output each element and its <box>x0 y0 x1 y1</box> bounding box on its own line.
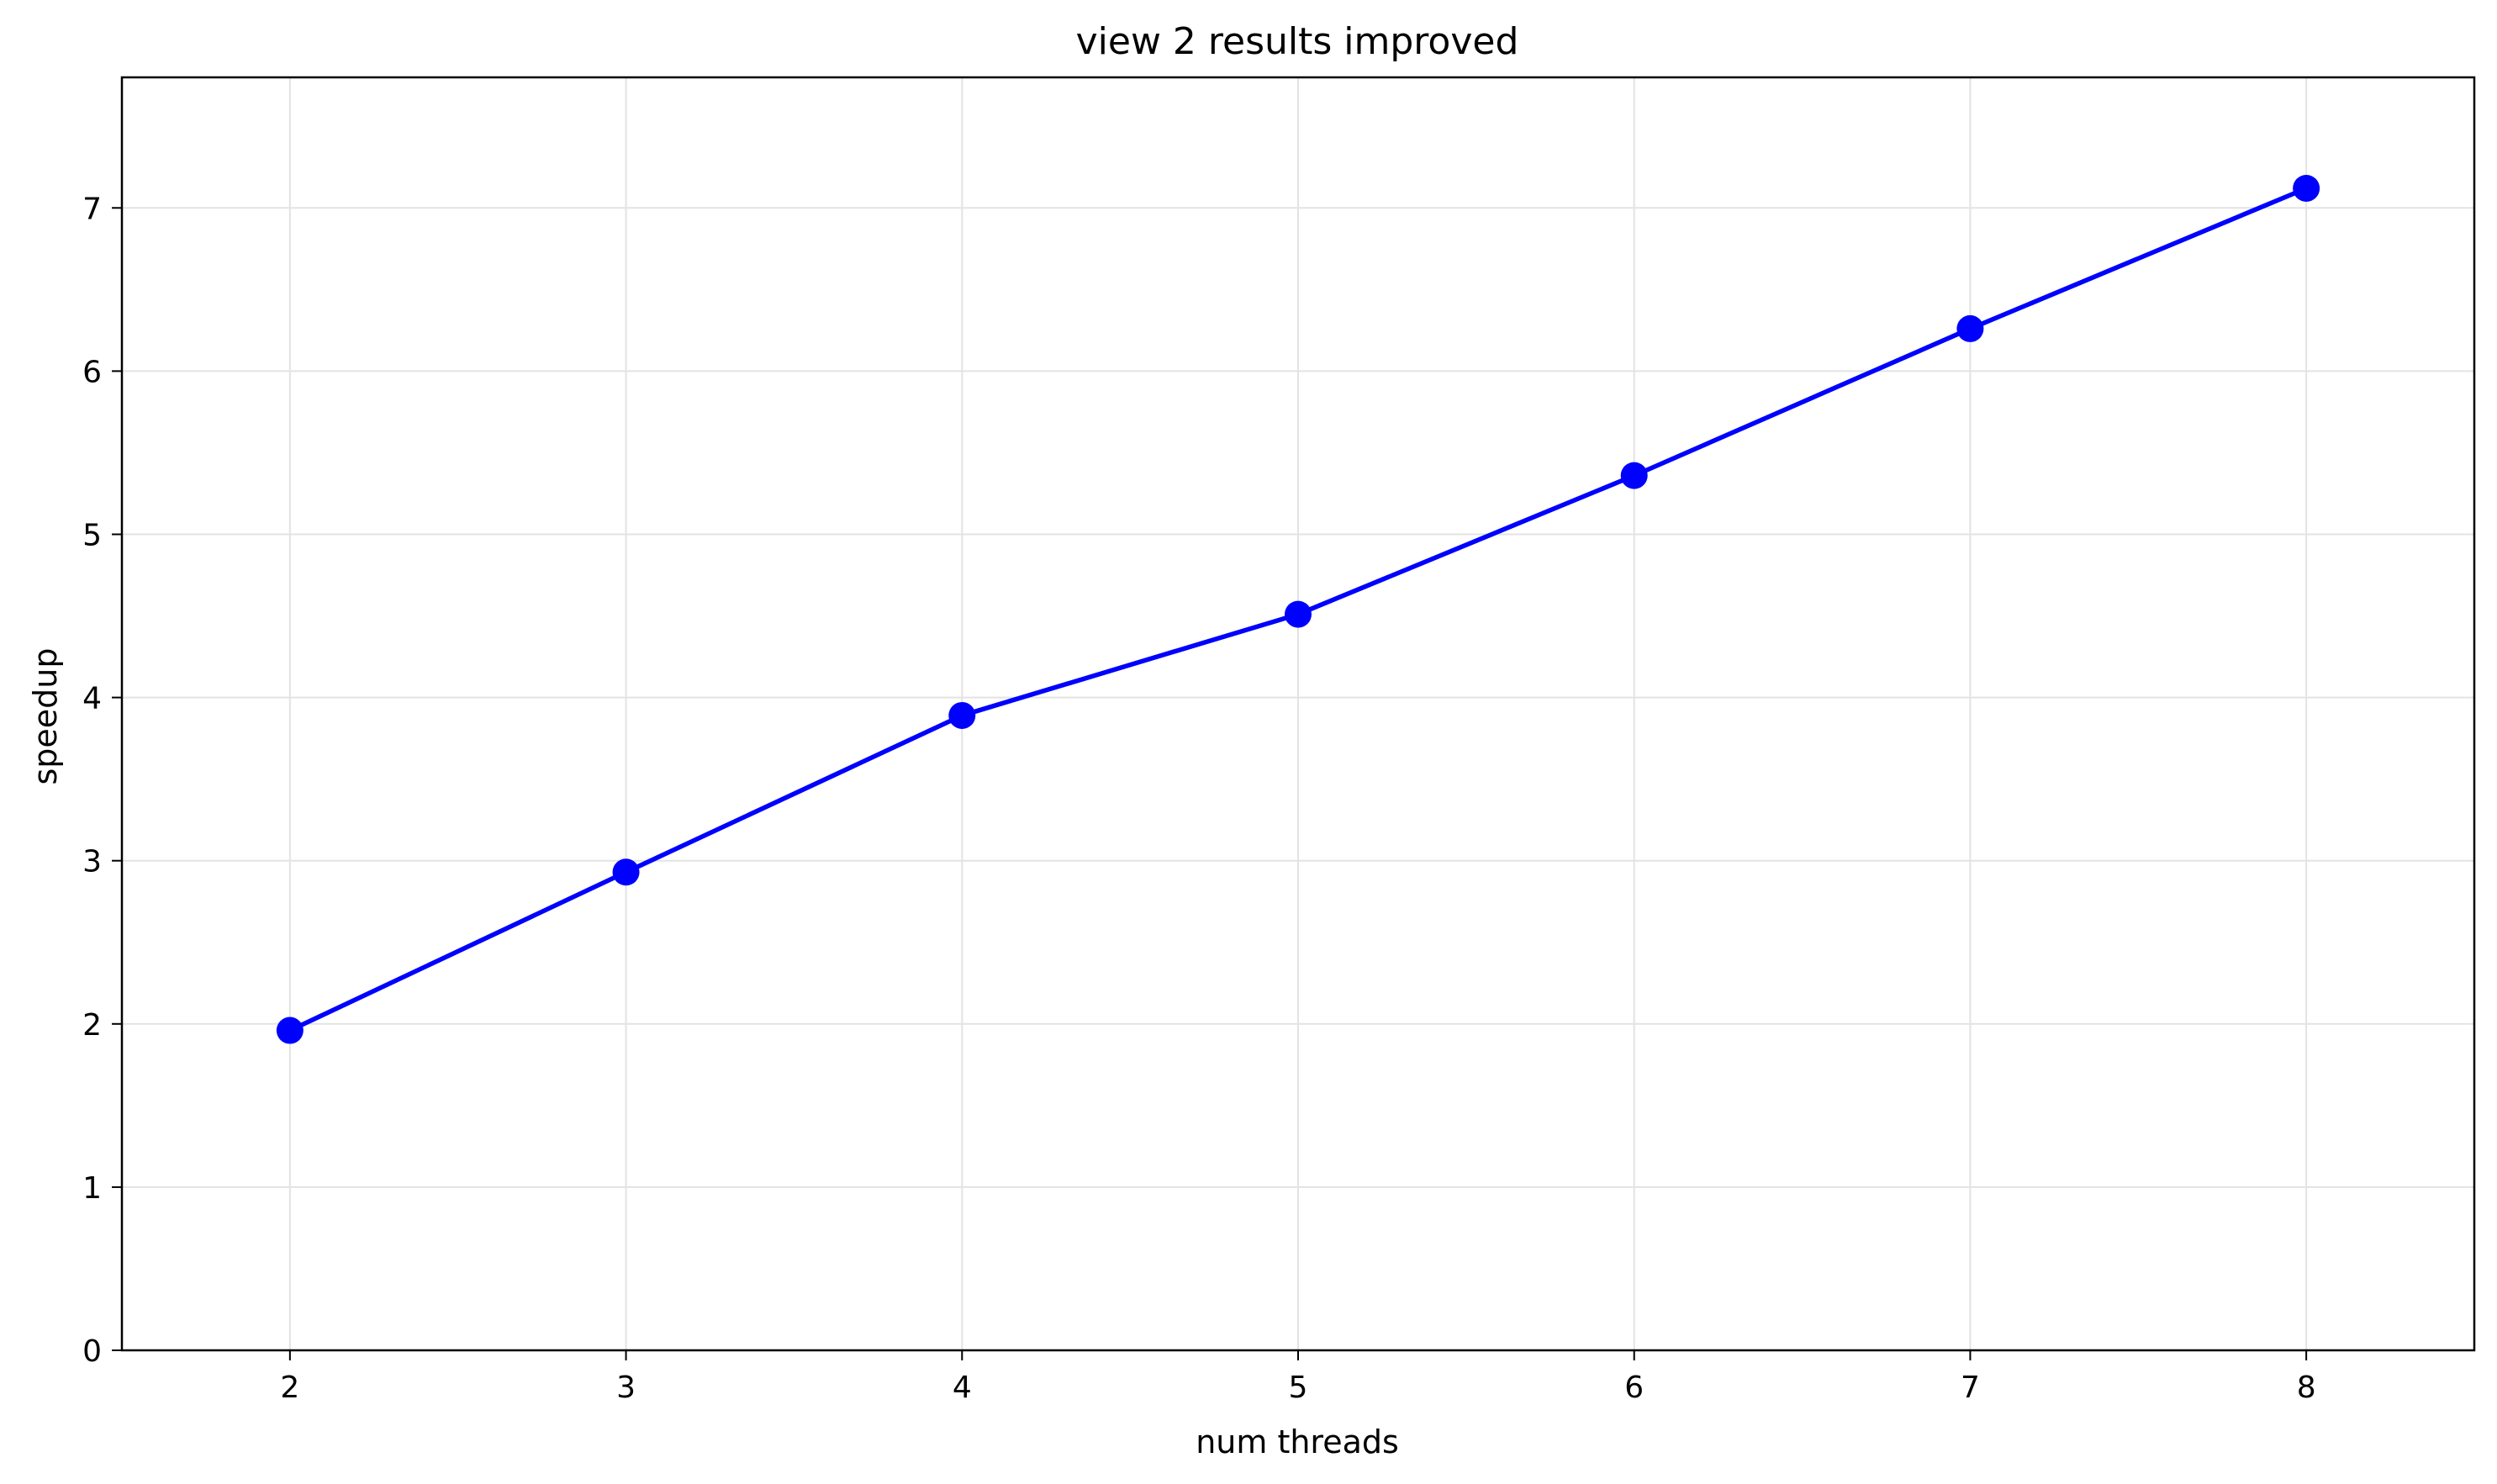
data-point <box>1285 600 1312 628</box>
data-point <box>948 701 976 729</box>
x-axis: 2 3 4 5 6 7 8 <box>280 1350 2316 1405</box>
x-tick-label: 7 <box>1961 1370 1980 1405</box>
x-tick-label: 3 <box>616 1370 636 1405</box>
data-point <box>612 858 640 886</box>
x-tick-label: 4 <box>953 1370 972 1405</box>
y-tick-label: 5 <box>82 518 102 552</box>
x-axis-label: num threads <box>1196 1423 1399 1460</box>
data-point <box>1956 314 1984 342</box>
x-tick-label: 2 <box>280 1370 299 1405</box>
y-tick-label: 6 <box>82 355 102 389</box>
data-point <box>1620 462 1648 489</box>
grid <box>122 77 2474 1351</box>
x-tick-label: 8 <box>2297 1370 2316 1405</box>
y-tick-label: 1 <box>82 1171 102 1206</box>
x-tick-label: 6 <box>1624 1370 1644 1405</box>
y-tick-label: 4 <box>82 682 102 716</box>
y-tick-label: 0 <box>82 1334 102 1369</box>
y-tick-label: 2 <box>82 1008 102 1043</box>
x-tick-label: 5 <box>1289 1370 1308 1405</box>
y-axis-label: speedup <box>27 647 64 784</box>
series-layer <box>276 174 2320 1044</box>
data-point <box>2293 174 2320 202</box>
y-tick-label: 3 <box>82 845 102 879</box>
chart-title: view 2 results improved <box>1076 20 1519 63</box>
y-axis: 0 1 2 3 4 5 6 7 <box>82 192 122 1369</box>
y-tick-label: 7 <box>82 192 102 226</box>
data-point <box>276 1017 304 1044</box>
